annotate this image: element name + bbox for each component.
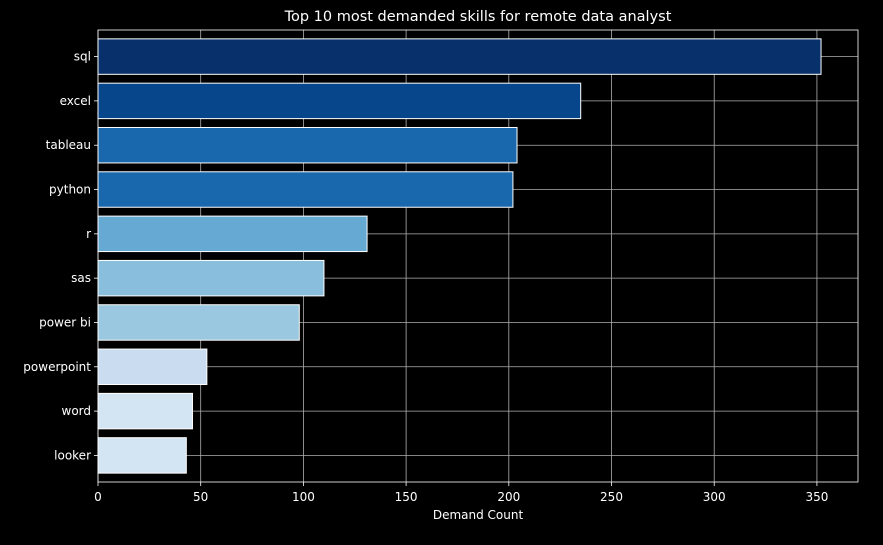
y-tick-label: excel xyxy=(60,94,91,108)
bar-power-bi xyxy=(97,304,300,341)
x-tick-label: 250 xyxy=(600,490,623,504)
bars xyxy=(97,38,822,474)
y-tick-label: sas xyxy=(71,271,91,285)
bar-sql xyxy=(97,38,822,75)
x-tick-label: 150 xyxy=(395,490,418,504)
x-tick-label: 0 xyxy=(94,490,102,504)
x-tick-label: 200 xyxy=(497,490,520,504)
y-tick-label: word xyxy=(62,404,92,418)
y-tick-label: sql xyxy=(74,50,91,64)
y-tick-label: looker xyxy=(54,448,91,462)
y-axis-ticks: sql excel tableau python r sas power bi powerpo… xyxy=(23,50,98,462)
plot-frame xyxy=(97,29,859,483)
x-tick-label: 350 xyxy=(805,490,828,504)
bar-sas xyxy=(97,259,325,297)
bar-python xyxy=(97,171,514,208)
y-tick-label: powerpoint xyxy=(23,360,91,374)
x-axis-ticks: 0 50 100 150 200 250 300 350 xyxy=(94,482,828,504)
bar-word xyxy=(97,392,193,430)
x-tick-label: 100 xyxy=(292,490,315,504)
bar-excel xyxy=(97,82,582,120)
x-tick-label: 300 xyxy=(703,490,726,504)
bar-tableau xyxy=(97,126,518,164)
y-tick-label: tableau xyxy=(46,138,91,152)
bar-powerpoint xyxy=(97,348,208,386)
x-tick-label: 50 xyxy=(193,490,208,504)
y-tick-label: power bi xyxy=(39,315,91,329)
x-axis-label: Demand Count xyxy=(433,508,524,522)
bar-looker xyxy=(97,437,187,474)
bar-r xyxy=(97,215,368,253)
chart-title: Top 10 most demanded skills for remote d… xyxy=(284,9,672,25)
y-tick-label: python xyxy=(49,183,91,197)
plot-border xyxy=(97,29,859,483)
y-tick-label: r xyxy=(86,227,91,241)
